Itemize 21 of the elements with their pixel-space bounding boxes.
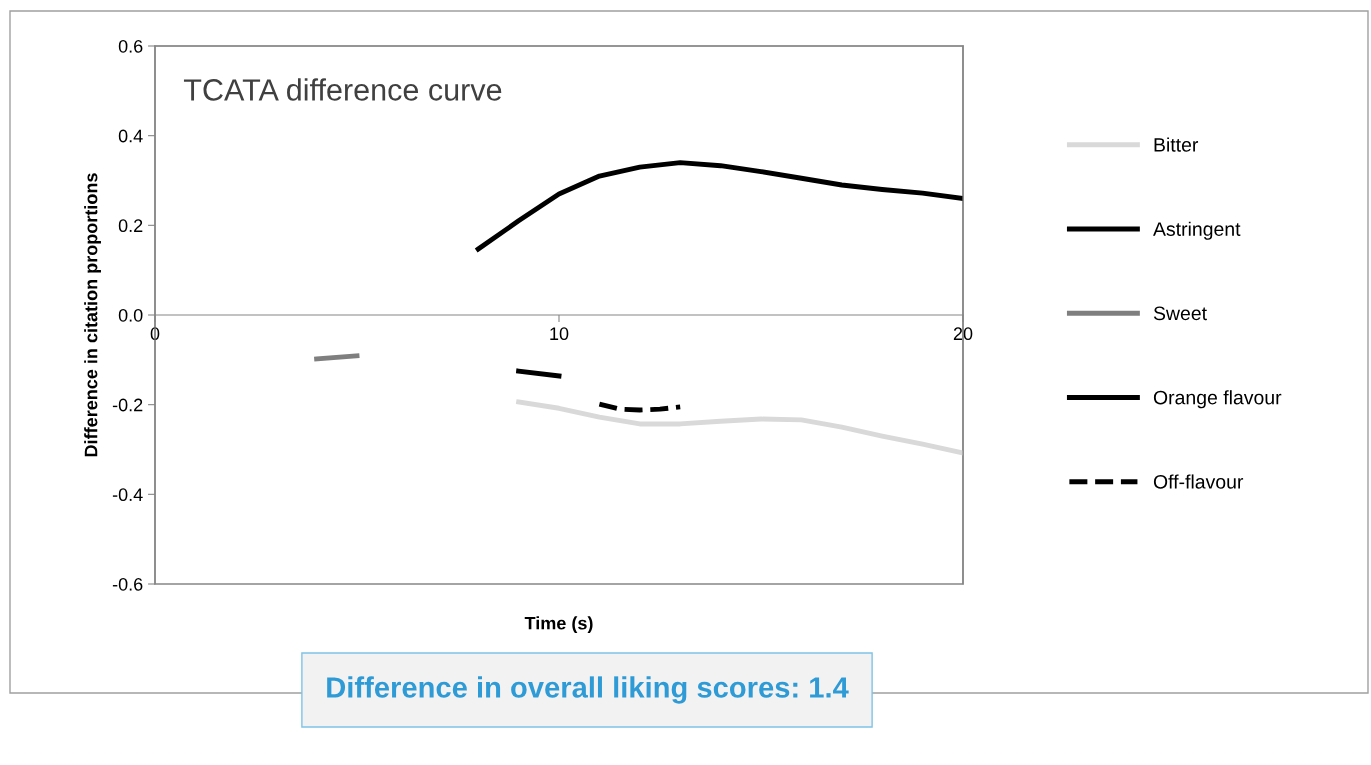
x-tick-label: 0 xyxy=(150,327,160,341)
y-tick-label: 0.4 xyxy=(118,129,143,143)
x-tick-label: 20 xyxy=(953,327,973,341)
x-tick-label: 10 xyxy=(550,327,569,341)
line-series xyxy=(516,399,963,456)
legend-label: Sweet xyxy=(1153,306,1207,321)
y-axis-title: Difference in citation proportions xyxy=(84,173,101,457)
legend-label: Orange flavour xyxy=(1153,390,1282,409)
y-tick-label: 0.2 xyxy=(118,219,143,233)
text: Difference in overall liking scores: 1.4 xyxy=(327,676,849,704)
text: TCATA difference curve xyxy=(183,78,502,101)
y-tick-label: 0.6 xyxy=(118,39,143,53)
y-tick-label: -0.4 xyxy=(112,488,143,502)
y-tick-label: -0.2 xyxy=(112,398,143,412)
legend-label: Bitter xyxy=(1154,137,1199,152)
legend-label: Off-flavour xyxy=(1153,474,1244,489)
line-series xyxy=(475,160,963,252)
legend-label: Astringent xyxy=(1153,221,1241,240)
y-tick-label: -0.6 xyxy=(112,577,143,591)
x-axis-title: Time (s) xyxy=(524,616,593,634)
y-tick-label: 0.0 xyxy=(118,308,143,322)
